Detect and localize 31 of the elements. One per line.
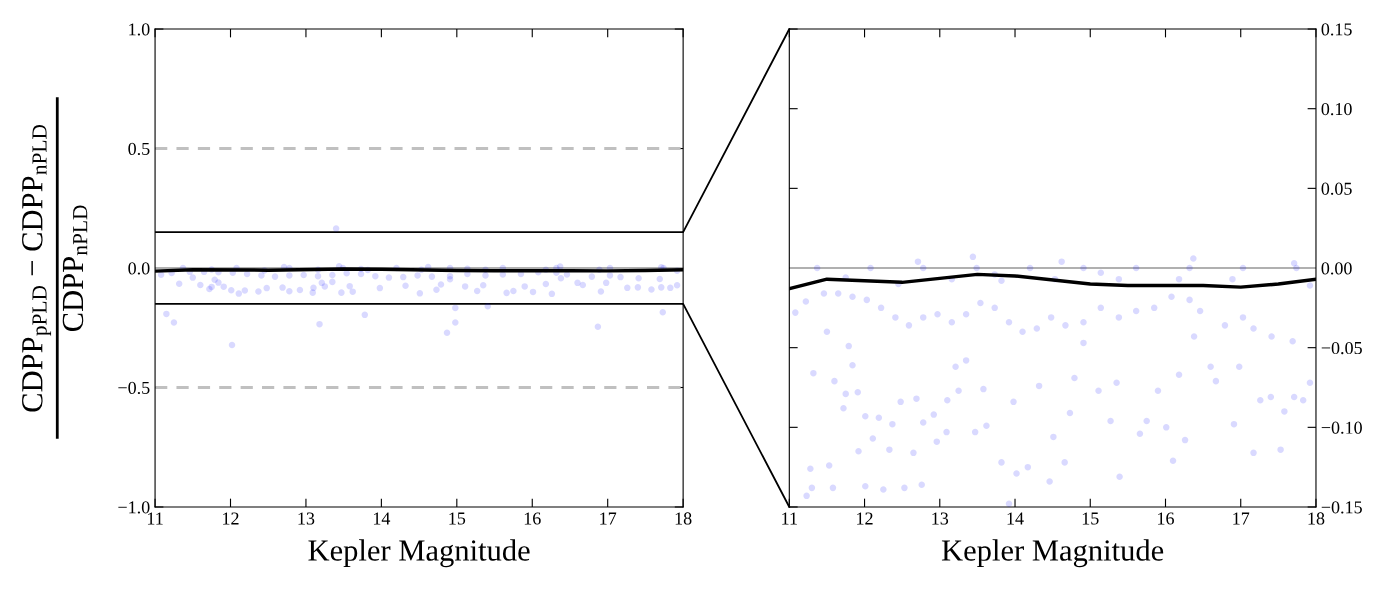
x-tick-label: 11 [782,512,797,525]
x-tick-label: 15 [449,512,466,525]
y2-tick-label: 0.15 [1321,23,1352,36]
x-tick-label: 13 [298,512,315,525]
x-tick-label: 14 [1007,512,1024,525]
x-tick-label: 12 [857,512,873,525]
x-tick-label: 16 [1158,512,1174,525]
y-tick-label: −1.0 [118,501,150,514]
x-tick-label: 13 [932,512,949,525]
y2-tick-label: −0.05 [1321,341,1362,355]
x-tick-label: 17 [1233,512,1250,525]
y2-tick-label: 0.05 [1321,182,1352,195]
x-tick-label: 17 [600,512,617,525]
y-tick-label: −0.5 [118,381,150,395]
x-tick-label: 16 [524,512,541,525]
y-tick-label: 0.5 [128,142,150,156]
y2-tick-label: −0.15 [1321,501,1362,514]
x-axis-title: Kepler Magnitude [308,539,530,568]
y2-tick-label: 0.10 [1321,102,1352,116]
x-tick-label: 11 [147,512,163,525]
x-tick-label: 18 [675,512,692,525]
x-tick-label: 18 [1308,512,1325,525]
x-tick-label: 12 [223,512,239,525]
y2-tick-label: −0.10 [1321,421,1362,434]
y-tick-label: 0.0 [128,262,150,275]
text: CDPP$_{pPLD}$ − CDPP$_{nPLD}$ CDPP$_{nPLD}$ [22,124,88,412]
x-tick-label: 14 [373,512,391,525]
x-axis-title: Kepler Magnitude [941,539,1164,568]
y-tick-label: 1.0 [129,23,150,36]
x-tick-label: 15 [1082,512,1099,525]
y2-tick-label: 0.00 [1321,262,1352,275]
